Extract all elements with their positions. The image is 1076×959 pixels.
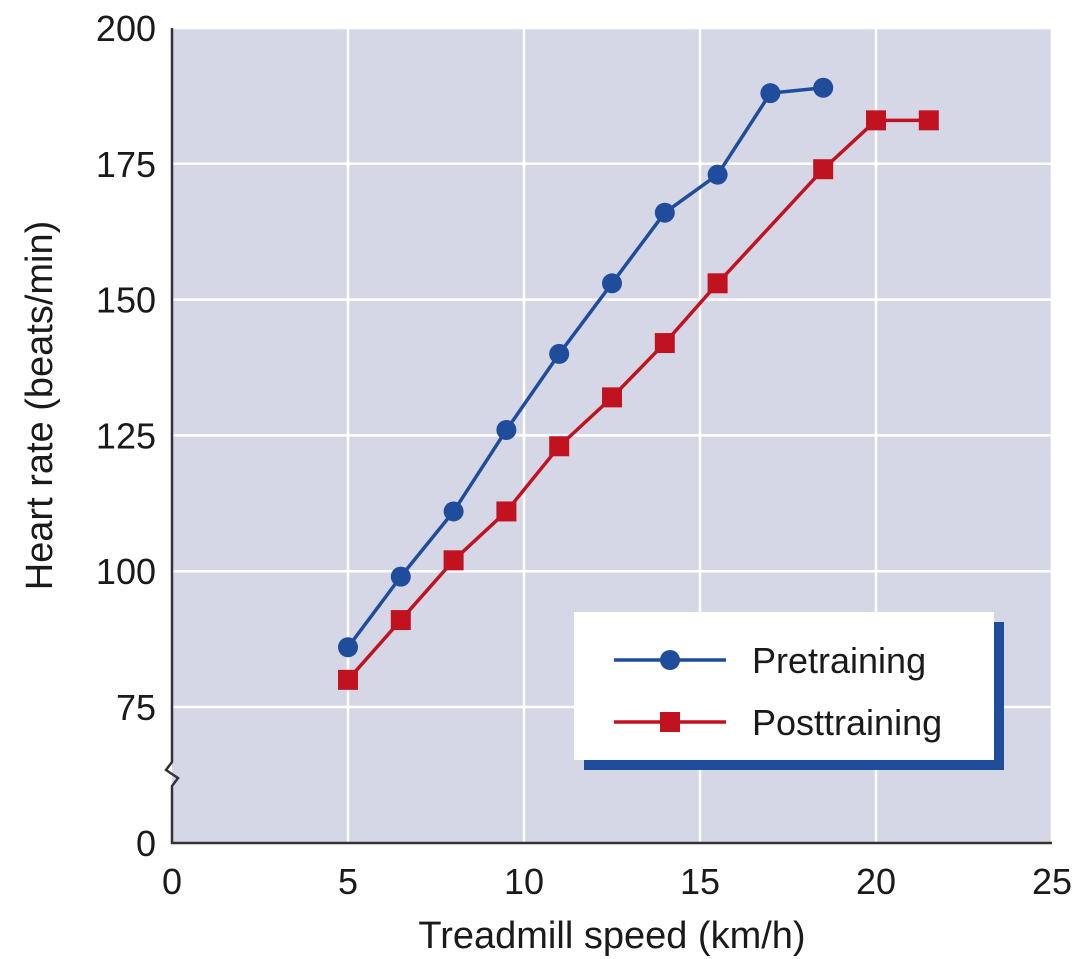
legend-label: Pretraining [752, 640, 926, 681]
point-pretraining [549, 343, 570, 364]
x-tick-label: 20 [856, 861, 896, 902]
y-tick-label: 150 [96, 280, 156, 321]
point-posttraining [602, 387, 622, 408]
point-posttraining [707, 273, 728, 294]
data-series [338, 77, 939, 690]
y-tick-label: 125 [96, 415, 156, 456]
gridlines [172, 26, 1054, 843]
point-posttraining [813, 159, 834, 180]
series-posttraining [338, 110, 939, 690]
tick-labels: 0 5 10 15 20 25 0 75 100 125 150 175 200 [96, 8, 1072, 902]
point-pretraining [602, 273, 622, 294]
point-pretraining [660, 650, 680, 670]
point-posttraining [443, 550, 464, 571]
legend: Pretraining Posttraining [574, 612, 1004, 770]
point-posttraining [496, 501, 517, 522]
point-posttraining [338, 669, 358, 690]
series-pretraining [338, 77, 834, 658]
point-pretraining [654, 202, 675, 223]
point-posttraining [549, 436, 570, 457]
point-posttraining [918, 110, 939, 131]
point-pretraining [443, 501, 464, 522]
point-pretraining [813, 77, 834, 98]
line-pretraining [346, 86, 824, 649]
x-tick-label: 0 [162, 861, 182, 902]
point-posttraining [866, 110, 886, 131]
x-axis-label: Treadmill speed (km/h) [418, 915, 805, 957]
axes [164, 28, 1052, 845]
legend-box [574, 612, 994, 760]
y-axis-label: Heart rate (beats/min) [19, 221, 61, 591]
y-tick-label: 100 [96, 551, 156, 592]
axis-lines [164, 28, 1052, 845]
point-posttraining [654, 333, 675, 354]
y-tick-label: 175 [96, 144, 156, 185]
y-tick-label: 200 [96, 8, 156, 49]
y-tick-label: 75 [116, 687, 156, 728]
legend-item-pretraining: Pretraining [614, 640, 926, 681]
point-pretraining [496, 419, 517, 440]
x-tick-label: 5 [338, 861, 358, 902]
legend-label: Posttraining [752, 702, 942, 743]
point-pretraining [390, 566, 411, 587]
point-pretraining [707, 164, 728, 185]
point-pretraining [338, 637, 358, 658]
legend-item-posttraining: Posttraining [614, 702, 942, 743]
point-posttraining [660, 712, 680, 732]
x-tick-label: 10 [504, 861, 544, 902]
point-pretraining [760, 83, 781, 104]
x-tick-label: 25 [1032, 861, 1072, 902]
y-tick-label: 0 [136, 823, 156, 864]
x-tick-label: 15 [680, 861, 720, 902]
point-posttraining [390, 610, 411, 631]
